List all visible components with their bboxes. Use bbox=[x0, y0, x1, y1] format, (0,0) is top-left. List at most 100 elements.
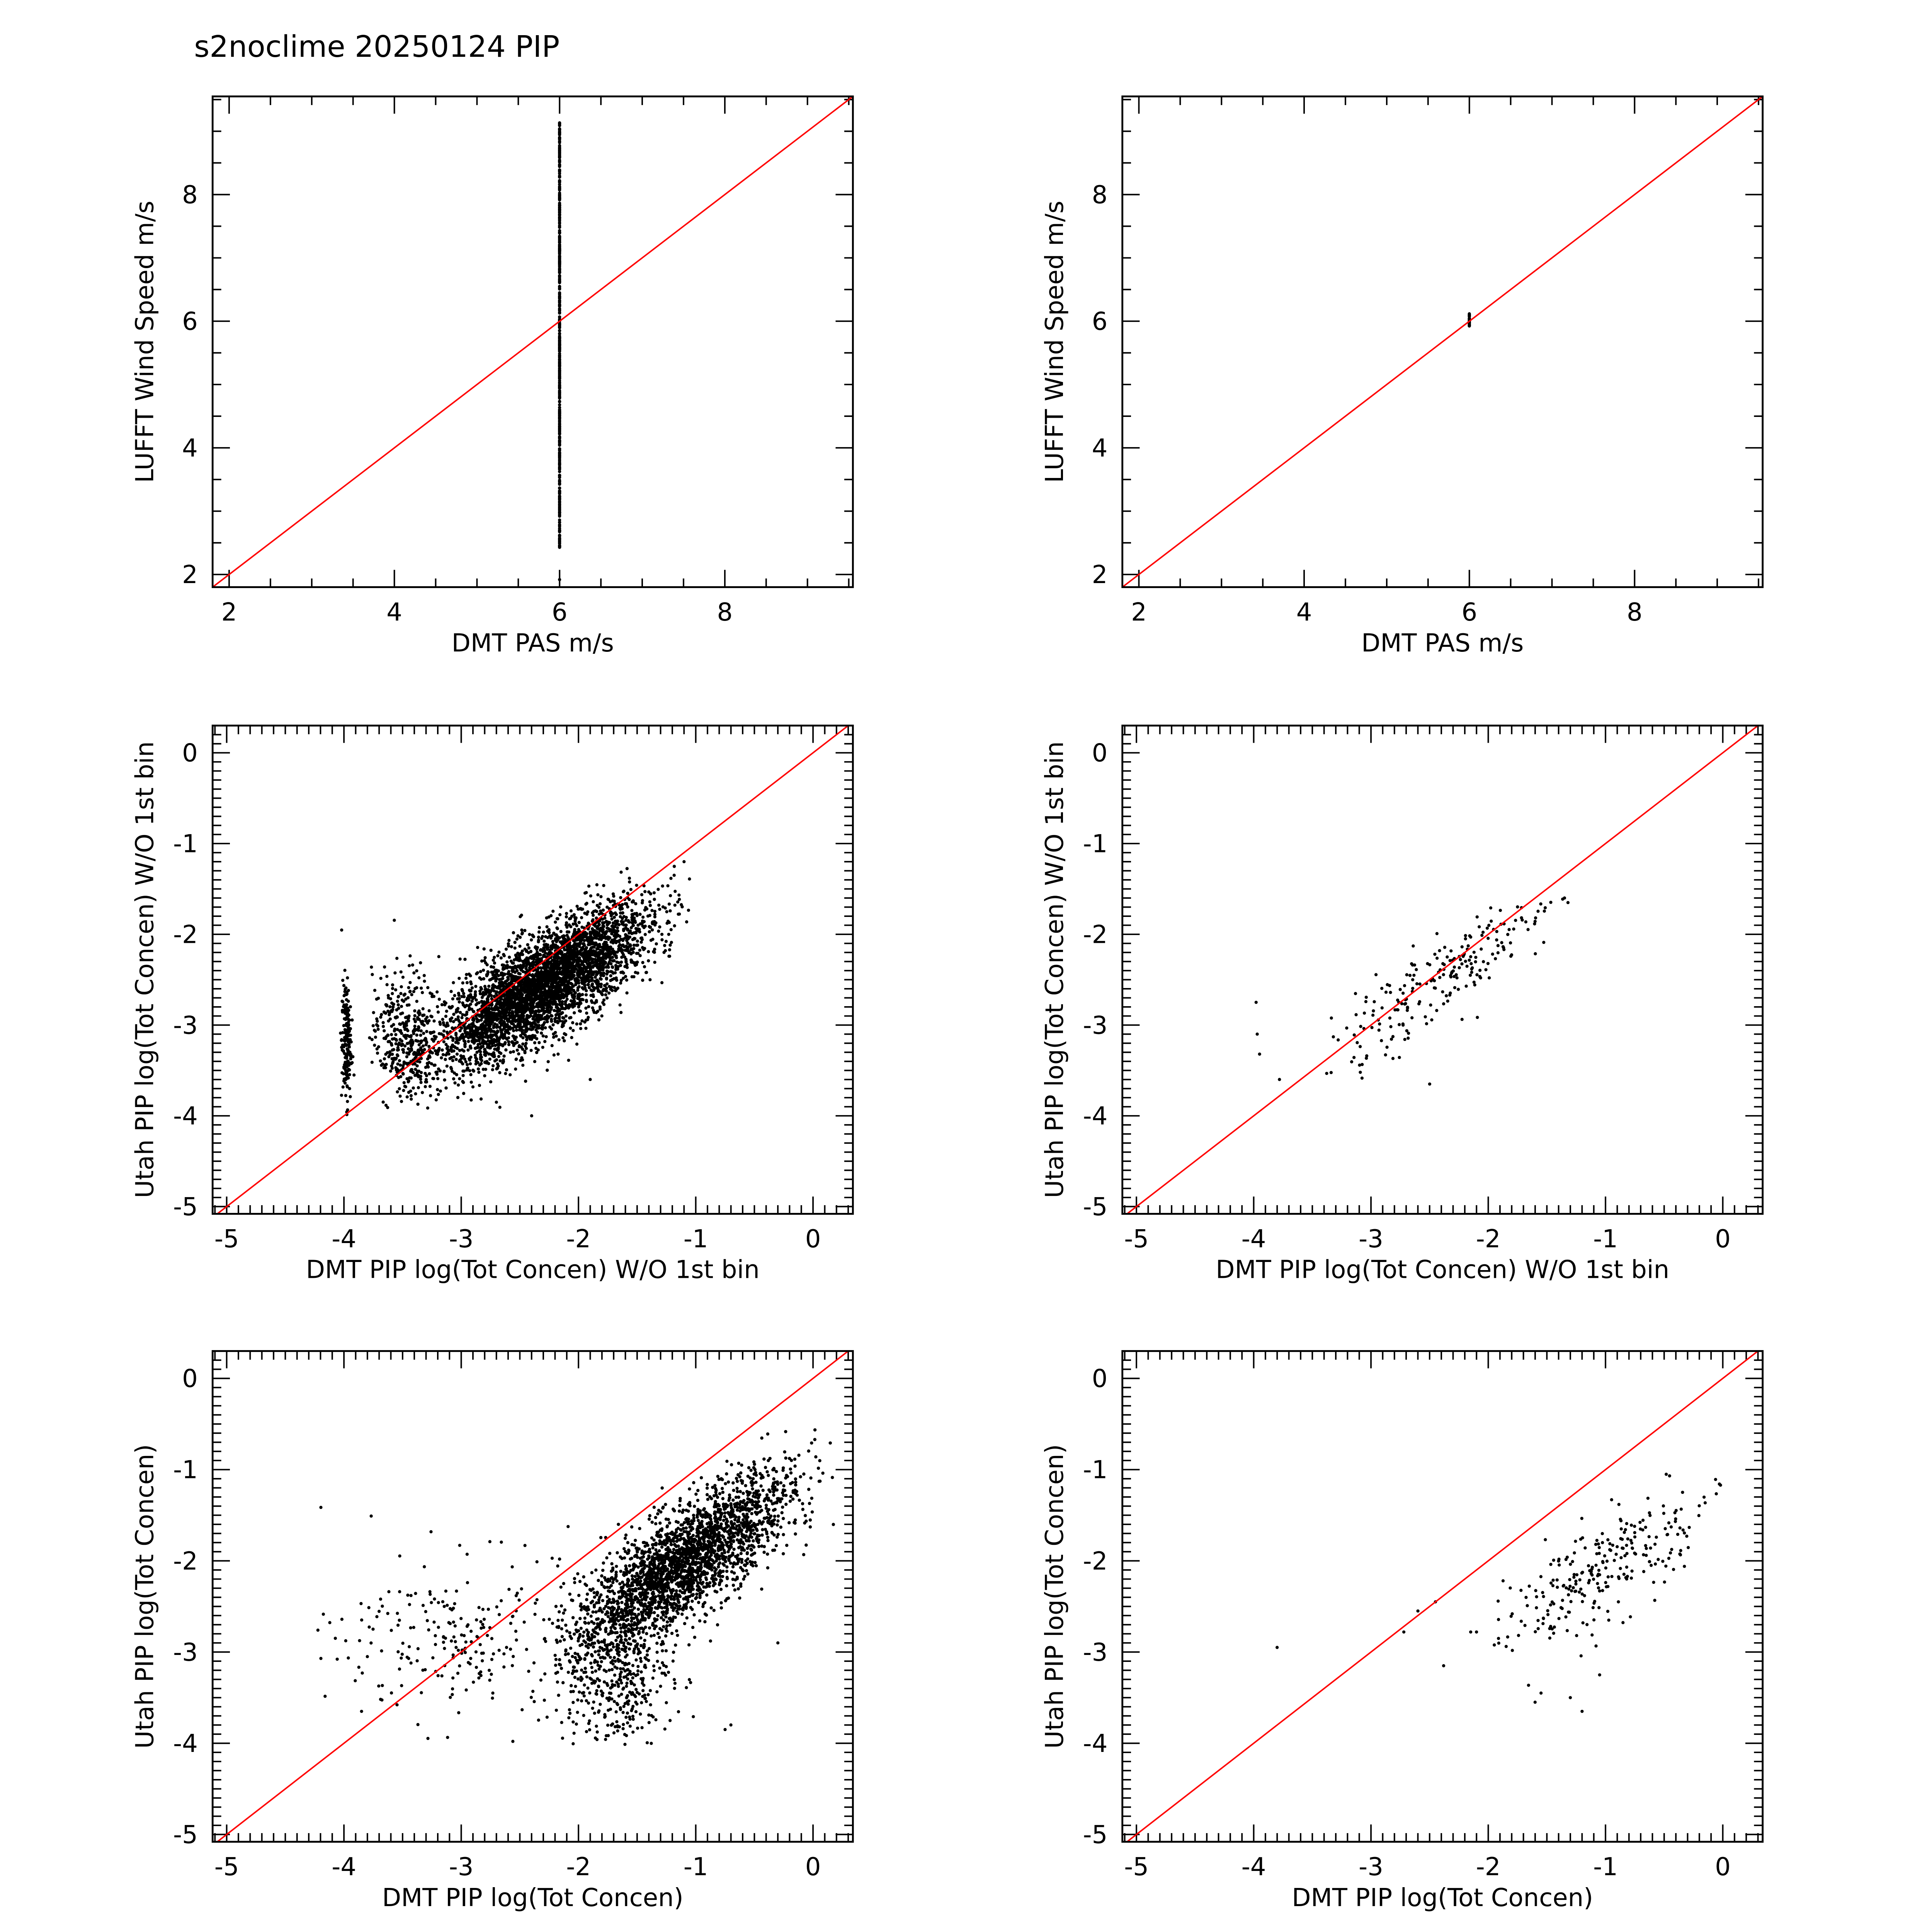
data-point bbox=[628, 929, 632, 933]
data-point bbox=[437, 1067, 440, 1071]
data-point bbox=[434, 1098, 438, 1102]
data-point bbox=[516, 1001, 520, 1005]
data-point bbox=[515, 937, 519, 941]
data-point bbox=[430, 1062, 433, 1066]
data-point bbox=[457, 1019, 461, 1023]
data-point bbox=[558, 175, 561, 179]
data-point bbox=[633, 919, 637, 923]
data-point bbox=[468, 1057, 471, 1061]
data-point bbox=[483, 1060, 487, 1064]
data-point bbox=[587, 884, 591, 888]
data-point bbox=[497, 951, 501, 954]
data-point bbox=[620, 922, 624, 926]
data-point bbox=[573, 943, 576, 947]
data-point bbox=[643, 965, 646, 969]
data-point bbox=[519, 983, 523, 987]
data-point bbox=[552, 932, 556, 935]
data-point bbox=[445, 1064, 449, 1068]
data-point bbox=[609, 910, 613, 914]
data-point bbox=[470, 986, 474, 990]
data-point bbox=[597, 920, 600, 924]
data-point bbox=[596, 924, 600, 928]
data-point bbox=[567, 1058, 570, 1062]
data-point bbox=[611, 956, 614, 959]
data-point bbox=[522, 1018, 526, 1021]
data-point bbox=[649, 892, 653, 896]
data-point bbox=[558, 193, 561, 196]
data-point bbox=[650, 909, 654, 912]
data-point bbox=[605, 977, 608, 981]
data-point bbox=[456, 997, 459, 1001]
data-point bbox=[609, 947, 612, 951]
data-point bbox=[628, 876, 631, 880]
data-point bbox=[580, 908, 583, 911]
data-point bbox=[452, 1020, 455, 1024]
y-tick-label: 8 bbox=[182, 181, 198, 209]
data-point bbox=[565, 948, 568, 952]
data-point bbox=[520, 913, 523, 917]
data-point bbox=[578, 1000, 582, 1004]
data-point bbox=[542, 955, 545, 958]
data-point bbox=[474, 990, 477, 994]
data-point bbox=[639, 940, 643, 944]
data-point bbox=[571, 985, 575, 988]
data-point bbox=[558, 335, 561, 339]
data-point bbox=[644, 906, 648, 909]
data-point bbox=[523, 1051, 527, 1054]
data-point bbox=[481, 1068, 485, 1071]
data-point bbox=[558, 238, 561, 241]
x-tick-label: -4 bbox=[332, 1225, 356, 1253]
data-point bbox=[585, 1011, 588, 1015]
data-point bbox=[479, 1097, 483, 1101]
data-point bbox=[562, 934, 565, 938]
data-point bbox=[589, 947, 592, 951]
data-point bbox=[629, 952, 633, 956]
data-point bbox=[452, 1055, 456, 1059]
data-point bbox=[471, 1085, 475, 1089]
data-point bbox=[509, 974, 512, 977]
data-point bbox=[558, 226, 561, 229]
data-point bbox=[435, 990, 439, 994]
data-point bbox=[438, 1020, 442, 1024]
data-point bbox=[518, 944, 522, 948]
data-point bbox=[558, 536, 561, 540]
data-point bbox=[514, 953, 517, 957]
data-point bbox=[487, 994, 491, 998]
data-point bbox=[585, 933, 588, 936]
data-point bbox=[435, 1088, 439, 1092]
data-point bbox=[595, 910, 599, 913]
data-point bbox=[541, 1017, 545, 1020]
data-point bbox=[662, 951, 666, 954]
data-point bbox=[458, 957, 462, 961]
data-point bbox=[465, 1027, 468, 1030]
data-point bbox=[576, 978, 580, 982]
data-point bbox=[571, 1029, 575, 1032]
data-point bbox=[537, 982, 541, 985]
data-point bbox=[521, 1036, 525, 1040]
data-point bbox=[539, 1031, 543, 1035]
data-point bbox=[460, 1016, 464, 1019]
data-point bbox=[475, 1051, 479, 1054]
data-point bbox=[578, 992, 581, 996]
data-point bbox=[624, 923, 628, 927]
data-point bbox=[555, 1006, 558, 1009]
data-point bbox=[476, 1067, 480, 1071]
data-point bbox=[581, 946, 585, 949]
data-point bbox=[556, 1052, 560, 1056]
data-point bbox=[592, 913, 595, 917]
data-point bbox=[558, 309, 561, 312]
data-point bbox=[616, 967, 619, 971]
data-point bbox=[601, 923, 605, 927]
data-point bbox=[463, 1045, 467, 1048]
data-point bbox=[612, 895, 616, 898]
data-point bbox=[601, 921, 604, 925]
data-point bbox=[509, 1051, 512, 1054]
data-point bbox=[577, 981, 580, 985]
data-point bbox=[558, 287, 561, 291]
data-point bbox=[547, 1010, 550, 1014]
data-point bbox=[558, 145, 561, 149]
data-point bbox=[597, 953, 601, 957]
data-point bbox=[630, 918, 634, 922]
data-point bbox=[580, 916, 583, 920]
data-point bbox=[490, 970, 493, 974]
